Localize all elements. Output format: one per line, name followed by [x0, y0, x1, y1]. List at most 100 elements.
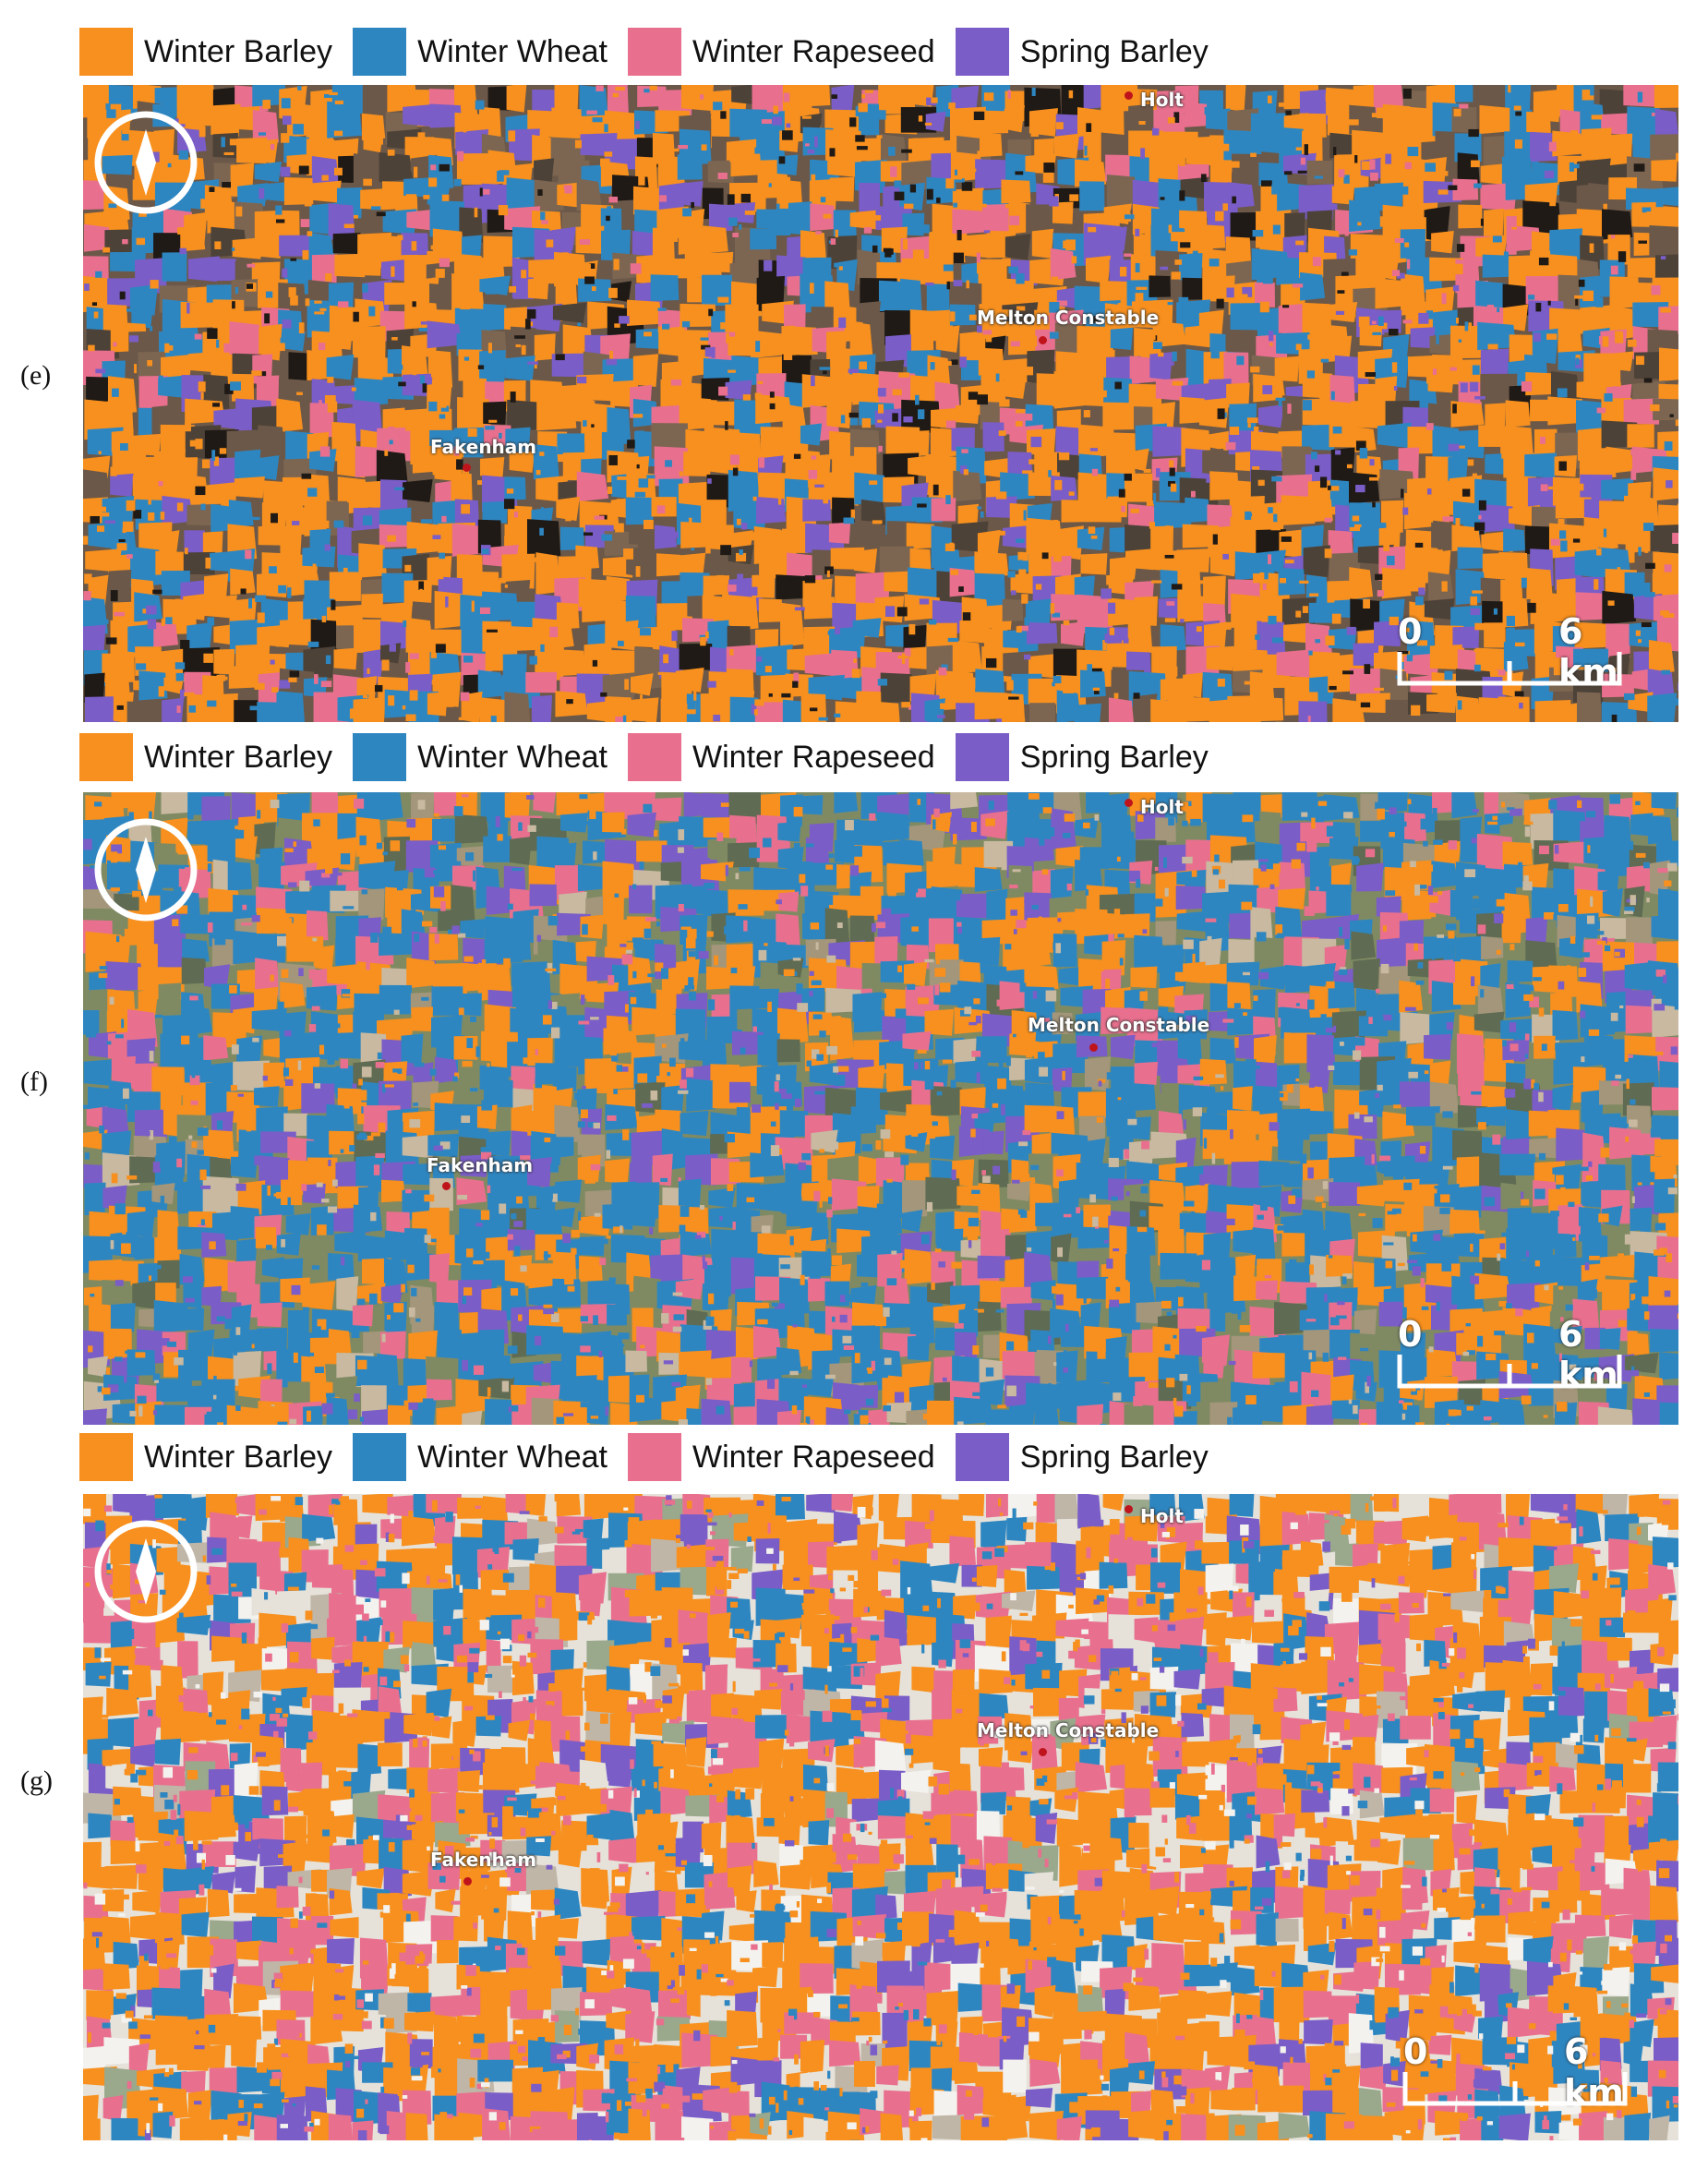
field-parcel [785, 673, 814, 697]
pixel-speckle [122, 239, 128, 245]
field-parcel [254, 822, 276, 856]
pixel-speckle [412, 301, 416, 307]
pixel-speckle [1287, 404, 1292, 414]
field-parcel [1526, 111, 1551, 134]
pixel-speckle [1232, 87, 1241, 91]
field-parcel [263, 1062, 285, 1088]
pixel-speckle [1299, 360, 1309, 368]
field-parcel [1630, 1207, 1653, 1235]
field-parcel [1353, 643, 1379, 667]
field-parcel [959, 233, 994, 259]
pixel-speckle [1375, 573, 1383, 581]
field-parcel [576, 1088, 597, 1115]
field-parcel [827, 1155, 857, 1184]
pixel-speckle [682, 208, 692, 217]
field-parcel [1056, 452, 1084, 482]
pixel-speckle [1053, 396, 1064, 406]
pixel-speckle [1536, 204, 1546, 211]
field-parcel [352, 326, 386, 358]
field-parcel [1374, 182, 1404, 212]
pixel-speckle [129, 392, 134, 403]
pixel-speckle [850, 721, 857, 722]
pixel-speckle [540, 644, 545, 652]
pixel-speckle [149, 1130, 154, 1140]
pixel-speckle [1149, 522, 1156, 529]
field-parcel [1024, 964, 1059, 992]
pixel-speckle [231, 247, 235, 251]
pixel-speckle [403, 620, 407, 628]
field-parcel [1658, 347, 1678, 382]
pixel-speckle [1137, 343, 1149, 349]
field-parcel [504, 307, 528, 331]
pixel-speckle [214, 241, 222, 250]
field-parcel [854, 447, 877, 476]
field-parcel [476, 1104, 498, 1130]
pixel-speckle [1540, 484, 1548, 491]
field-parcel [1124, 988, 1145, 1011]
field-parcel [1480, 373, 1518, 403]
pixel-speckle [1391, 362, 1398, 373]
pixel-speckle [640, 308, 645, 317]
field-parcel [201, 595, 237, 619]
pixel-speckle [158, 686, 164, 697]
field-parcel [586, 1402, 610, 1425]
pixel-speckle [584, 263, 591, 273]
pixel-speckle [811, 375, 815, 387]
field-parcel [332, 1376, 357, 1399]
pixel-speckle [298, 322, 305, 334]
field-parcel [1652, 571, 1678, 601]
field-parcel [1659, 1352, 1678, 1380]
pixel-speckle [1452, 404, 1457, 414]
pixel-speckle [200, 503, 206, 511]
pixel-speckle [563, 185, 572, 194]
pixel-speckle [445, 596, 449, 608]
field-parcel [1323, 794, 1360, 822]
pixel-speckle [481, 548, 489, 554]
pixel-speckle [728, 369, 736, 373]
field-parcel [1505, 85, 1532, 114]
field-parcel [358, 888, 385, 921]
pixel-speckle [468, 571, 475, 575]
pixel-speckle [793, 453, 801, 459]
pixel-speckle [828, 853, 835, 859]
field-parcel [1356, 862, 1384, 898]
pixel-speckle [600, 692, 607, 697]
pixel-speckle [1654, 490, 1665, 495]
pixel-speckle [818, 271, 829, 280]
pixel-speckle [1560, 540, 1568, 552]
pixel-speckle [920, 1234, 930, 1245]
pixel-speckle [963, 469, 968, 476]
field-parcel [1597, 1406, 1634, 1425]
pixel-speckle [1515, 642, 1525, 647]
pixel-speckle [1553, 664, 1561, 676]
pixel-speckle [99, 966, 108, 970]
field-parcel [980, 1379, 1005, 1406]
pixel-speckle [213, 456, 220, 466]
pixel-speckle [200, 199, 209, 209]
field-parcel [479, 350, 506, 384]
field-parcel [1630, 813, 1654, 837]
pixel-speckle [432, 468, 441, 476]
field-parcel [1648, 187, 1678, 207]
pixel-speckle [571, 1247, 577, 1255]
pixel-speckle [818, 717, 829, 721]
field-parcel [479, 456, 505, 478]
field-parcel [1349, 104, 1377, 135]
pixel-speckle [325, 273, 332, 282]
pixel-speckle [1253, 573, 1263, 584]
field-parcel [1427, 572, 1454, 604]
pixel-speckle [691, 201, 694, 209]
pixel-speckle [912, 249, 924, 260]
pixel-speckle [382, 926, 392, 936]
field-parcel [455, 129, 489, 158]
field-parcel [1177, 568, 1201, 601]
pixel-speckle [896, 607, 908, 617]
pixel-speckle [1407, 146, 1419, 157]
pixel-speckle [1519, 703, 1523, 709]
pixel-speckle [1452, 1409, 1461, 1416]
field-parcel [1206, 108, 1231, 130]
pixel-speckle [1349, 526, 1361, 532]
field-parcel [580, 1304, 616, 1324]
pixel-speckle [1295, 610, 1302, 618]
pixel-speckle [432, 277, 439, 283]
